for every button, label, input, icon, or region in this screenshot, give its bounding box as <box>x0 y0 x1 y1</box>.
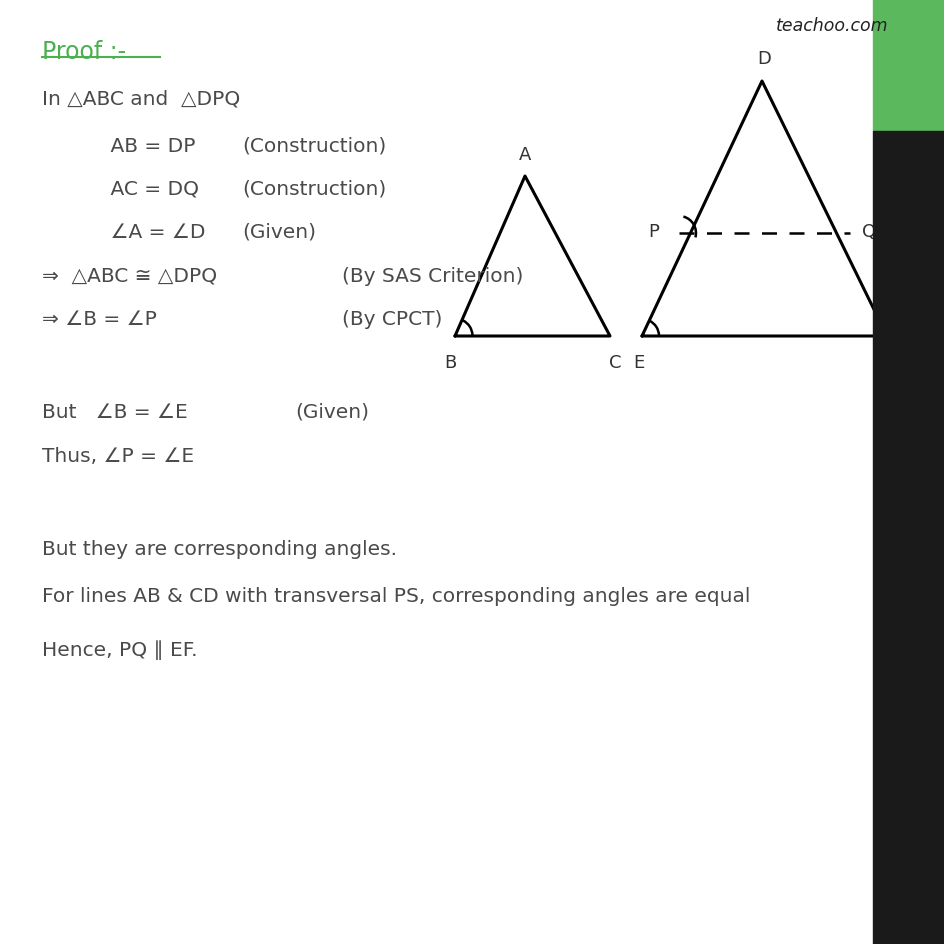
Text: Hence, PQ ∥ EF.: Hence, PQ ∥ EF. <box>42 639 197 659</box>
Text: (By SAS Criterion): (By SAS Criterion) <box>342 267 523 286</box>
Text: For lines AB & CD with transversal PS, corresponding angles are equal: For lines AB & CD with transversal PS, c… <box>42 586 750 605</box>
Text: (Given): (Given) <box>242 223 315 242</box>
Text: D: D <box>756 50 770 68</box>
Text: (By CPCT): (By CPCT) <box>342 310 442 329</box>
Text: B: B <box>444 354 456 372</box>
Text: (Construction): (Construction) <box>242 137 386 156</box>
Text: Thus, ∠P = ∠E: Thus, ∠P = ∠E <box>42 447 194 465</box>
Text: Proof :-: Proof :- <box>42 40 126 64</box>
Text: AB = DP: AB = DP <box>85 137 195 156</box>
Bar <box>872 0 944 132</box>
Text: teachoo.com: teachoo.com <box>775 17 887 35</box>
Text: F: F <box>889 354 900 372</box>
Text: (Construction): (Construction) <box>242 179 386 199</box>
Text: ⇒ ∠B = ∠P: ⇒ ∠B = ∠P <box>42 310 157 329</box>
Text: Q: Q <box>861 223 875 241</box>
Text: But   ∠B = ∠E: But ∠B = ∠E <box>42 402 188 422</box>
Text: ∠A = ∠D: ∠A = ∠D <box>85 223 205 242</box>
Text: AC = DQ: AC = DQ <box>85 179 199 199</box>
Text: (Given): (Given) <box>295 402 368 422</box>
Text: A: A <box>518 145 531 164</box>
Text: E: E <box>632 354 644 372</box>
Text: C: C <box>608 354 620 372</box>
Bar <box>872 132 944 944</box>
Text: But they are corresponding angles.: But they are corresponding angles. <box>42 539 396 559</box>
Text: P: P <box>648 223 658 241</box>
Text: In △ABC and  △DPQ: In △ABC and △DPQ <box>42 90 240 109</box>
Text: ⇒  △ABC ≅ △DPQ: ⇒ △ABC ≅ △DPQ <box>42 267 217 286</box>
